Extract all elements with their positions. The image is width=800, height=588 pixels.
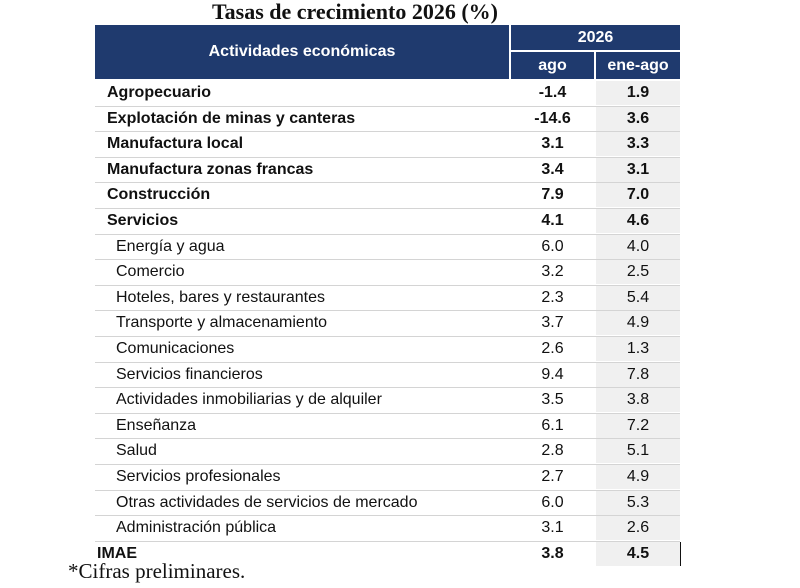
- table-row-total: IMAE 3.8 4.5: [95, 541, 681, 567]
- cell-ene-ago: 3.3: [596, 132, 680, 157]
- cell-ene-ago: 7.8: [596, 362, 680, 387]
- cell-ene-ago: 5.3: [596, 490, 680, 515]
- table-row: Hoteles, bares y restaurantes 2.3 5.4: [95, 285, 680, 312]
- cell-ago: 2.6: [541, 339, 564, 357]
- cell-ene-ago: 1.9: [596, 81, 680, 105]
- cell-ago: 6.0: [541, 237, 564, 255]
- cell-ene-ago: 2.6: [596, 516, 680, 541]
- cell-ene-ago: 4.0: [596, 234, 680, 259]
- row-label: Energía y agua: [116, 237, 225, 255]
- row-label: Salud: [116, 442, 157, 460]
- row-label: Transporte y almacenamiento: [116, 314, 328, 332]
- table-row: Transporte y almacenamiento 3.7 4.9: [95, 311, 680, 337]
- cell-ago: -14.6: [534, 109, 571, 127]
- table-row: Actividades inmobiliarias y de alquiler 3…: [95, 388, 680, 414]
- row-label: Servicios financieros: [116, 365, 263, 383]
- cell-ene-ago: 2.5: [596, 260, 680, 285]
- table-row: Enseñanza 6.1 7.2: [95, 413, 680, 440]
- cell-ago: 3.1: [541, 135, 564, 153]
- cell-ene-ago: 3.6: [596, 106, 680, 131]
- growth-rates-table: Actividades económicas 2026 ago ene-ago …: [95, 25, 681, 567]
- cell-ago: 2.8: [541, 442, 564, 460]
- cell-ago: 3.4: [541, 160, 564, 178]
- row-label: Comercio: [116, 263, 185, 281]
- row-label: Enseñanza: [116, 416, 197, 434]
- header-activities: Actividades económicas: [95, 25, 509, 79]
- cell-ene-ago: 7.2: [596, 413, 680, 438]
- header-col-ago: ago: [511, 52, 594, 79]
- header-col-ene-ago: ene-ago: [596, 52, 680, 79]
- cell-ene-ago: 3.1: [596, 157, 680, 182]
- footnote: *Cifras preliminares.: [68, 559, 246, 583]
- row-label: Hoteles, bares y restaurantes: [116, 288, 325, 306]
- cell-ene-ago: 3.8: [596, 388, 680, 413]
- cell-ago: 7.9: [541, 186, 564, 204]
- cell-ago: 3.2: [541, 263, 564, 281]
- row-label: Construcción: [107, 186, 211, 204]
- row-label: Otras actividades de servicios de mercad…: [116, 493, 418, 511]
- cell-ene-ago: 5.4: [596, 285, 680, 310]
- table-row: Manufactura zonas francas 3.4 3.1: [95, 157, 680, 184]
- cell-ene-ago: 5.1: [596, 439, 680, 464]
- table-row: Otras actividades de servicios de mercad…: [95, 490, 680, 517]
- table-header: Actividades económicas 2026 ago ene-ago: [95, 25, 680, 79]
- cell-ago: 9.4: [541, 365, 564, 383]
- cell-ene-ago: 4.9: [596, 311, 680, 336]
- table-body: Agropecuario -1.4 1.9 Explotación de minas …: [95, 81, 681, 567]
- cell-ene-ago: 4.9: [596, 464, 680, 489]
- table-row: Servicios profesionales 2.7 4.9: [95, 464, 680, 491]
- cell-ago: 6.0: [541, 493, 564, 511]
- cell-ago: 3.8: [541, 544, 564, 562]
- table-row: Servicios financieros 9.4 7.8: [95, 362, 680, 389]
- cell-ene-ago: 4.5: [596, 541, 681, 566]
- table-row: Comercio 3.2 2.5: [95, 260, 680, 286]
- row-label: Comunicaciones: [116, 339, 235, 357]
- cell-ago: 6.1: [541, 416, 564, 434]
- table-row: Construcción 7.9 7.0: [95, 183, 680, 209]
- table-row: Manufactura local 3.1 3.3: [95, 132, 680, 158]
- row-label: IMAE: [97, 544, 137, 562]
- row-label: Manufactura local: [107, 135, 244, 153]
- cell-ago: 3.7: [541, 314, 564, 332]
- cell-ene-ago: 1.3: [596, 336, 680, 361]
- table-row: Energía y agua 6.0 4.0: [95, 234, 680, 261]
- cell-ene-ago: 7.0: [596, 183, 680, 208]
- row-label: Servicios profesionales: [116, 467, 281, 485]
- row-label: Servicios: [107, 211, 179, 229]
- cell-ago: 2.7: [541, 467, 564, 485]
- table-row: Servicios 4.1 4.6: [95, 208, 680, 235]
- table-title: Tasas de crecimiento 2026 (%): [212, 0, 498, 24]
- header-year: 2026: [511, 25, 680, 50]
- table-row: Administración pública 3.1 2.6: [95, 516, 680, 542]
- row-label: Explotación de minas y canteras: [107, 109, 356, 127]
- cell-ago: 3.1: [541, 519, 564, 537]
- table-row: Explotación de minas y canteras -14.6 3.6: [95, 106, 680, 133]
- row-label: Actividades inmobiliarias y de alquiler: [116, 391, 382, 409]
- row-label: Agropecuario: [107, 84, 212, 101]
- row-label: Administración pública: [116, 519, 277, 537]
- cell-ago: -1.4: [538, 84, 567, 101]
- cell-ago: 4.1: [541, 211, 564, 229]
- table-row: Comunicaciones 2.6 1.3: [95, 336, 680, 363]
- row-label: Manufactura zonas francas: [107, 160, 314, 178]
- table-row: Salud 2.8 5.1: [95, 439, 680, 465]
- cell-ene-ago: 4.6: [596, 208, 680, 233]
- cell-ago: 3.5: [541, 391, 564, 409]
- table-row: Agropecuario -1.4 1.9: [95, 81, 680, 107]
- cell-ago: 2.3: [541, 288, 564, 306]
